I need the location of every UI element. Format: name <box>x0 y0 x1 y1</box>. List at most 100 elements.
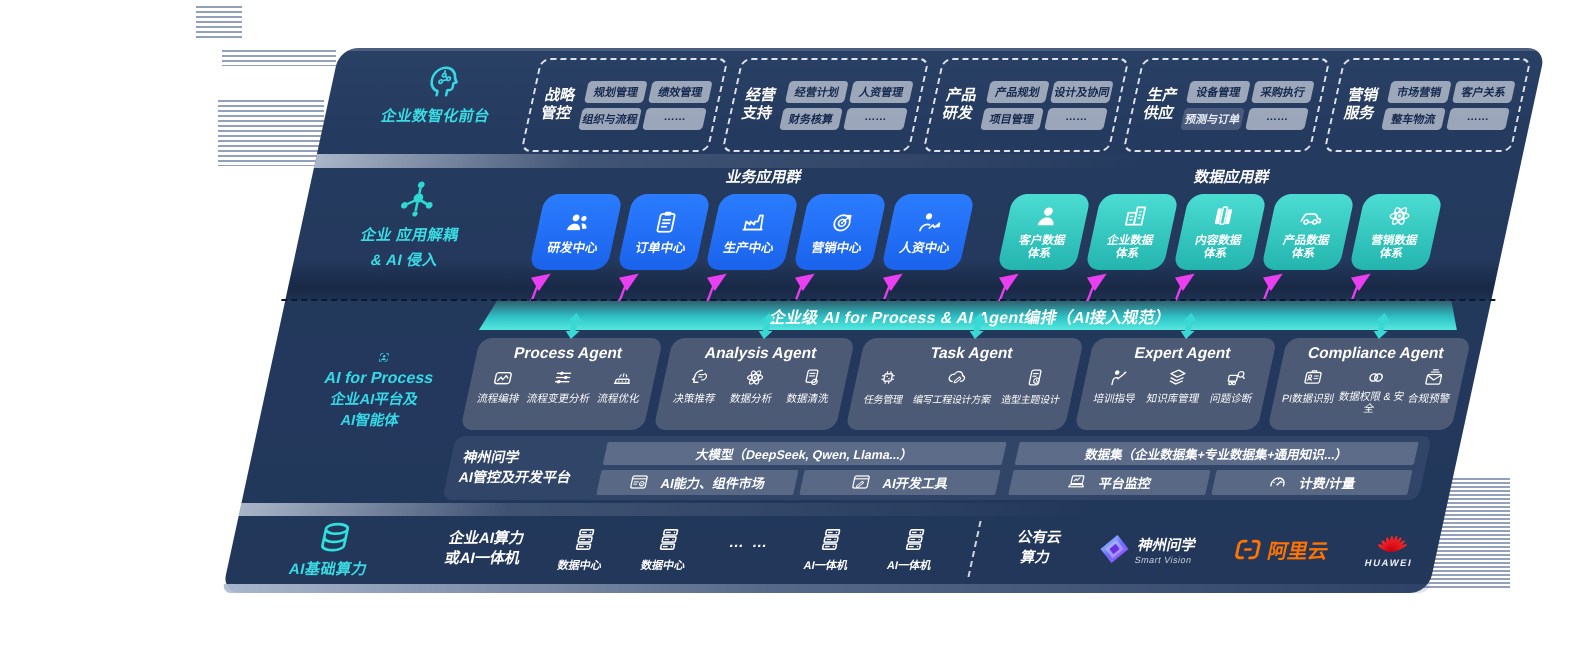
diamond-logo-icon <box>1095 533 1134 565</box>
chip-icon <box>875 367 901 388</box>
front-tag: 设计及协同 <box>1050 80 1115 103</box>
front-tag: 财务核算 <box>779 107 844 130</box>
group-title: 产品 研发 <box>940 87 979 122</box>
agent-item: 知识库管理 <box>1145 367 1206 406</box>
smartvision-logo: 神州问学 Smart Vision <box>1095 533 1199 565</box>
agent-item: 数据清洗 <box>785 367 835 406</box>
platform-row: 神州问学 AI管控及开发平台 大模型（DeepSeek, Qwen, Llama… <box>442 436 1432 500</box>
front-tag: 组织与流程 <box>578 107 643 130</box>
front-tag: 绩效管理 <box>648 80 713 103</box>
aliyun-logo: 阿里云 <box>1231 535 1331 564</box>
window-gear-icon <box>627 472 651 492</box>
tile-hr-center: 人资中心 <box>872 194 976 309</box>
model-bar: 大模型（DeepSeek, Qwen, Llama...） <box>602 441 1007 465</box>
rings-icon <box>1363 367 1389 388</box>
front-tag: 市场营销 <box>1387 80 1452 103</box>
front-layer-label: 企业数智化前台 <box>335 58 540 152</box>
front-tag: …… <box>843 107 908 130</box>
front-layer-title: 企业数智化前台 <box>379 108 492 125</box>
tile-rd-center: 研发中心 <box>520 194 624 309</box>
group-title: 营销 服务 <box>1342 87 1381 122</box>
front-tag: 采购执行 <box>1250 80 1315 103</box>
agent-item: PI数据识别 <box>1281 367 1341 406</box>
agent-item: 数据分析 <box>728 367 778 406</box>
front-tag: 设备管理 <box>1186 80 1251 103</box>
front-group-supply: 生产 供应 设备管理 采购执行 预测与订单 …… <box>1122 58 1331 152</box>
datacenter-node: 数据中心 <box>556 526 610 573</box>
window-pen-icon <box>849 472 873 492</box>
analysis-agent-card: Analysis Agent 决策推荐 数据分析 数据清洗 <box>652 338 856 430</box>
tile-production-center: 生产中心 <box>696 194 800 309</box>
ellipsis-text: … … <box>727 533 772 551</box>
front-group-product: 产品 研发 产品规划 设计及协同 项目管理 …… <box>921 58 1131 152</box>
flow-orchestration-icon <box>490 367 516 388</box>
agent-item: 培训指导 <box>1092 367 1142 406</box>
agent-item: 决策推荐 <box>672 367 722 406</box>
front-tag: …… <box>642 107 707 130</box>
atom-icon <box>1384 203 1416 229</box>
data-group-title: 数据应用群 <box>1192 169 1272 186</box>
agent-item: 任务管理 <box>862 367 909 406</box>
ai-appliance-node: AI一体机 <box>886 526 940 573</box>
ai-appliance-node: AI一体机 <box>802 526 856 573</box>
platform-label: 神州问学 AI管控及开发平台 <box>457 449 573 485</box>
tile-customer-data: 客户数据 体系 <box>988 194 1092 309</box>
id-card-icon <box>1300 367 1326 388</box>
gauge-icon <box>1266 472 1290 492</box>
process-agent-card: Process Agent 流程编排 流程变更分析 流程优化 <box>460 338 663 430</box>
user-icon <box>1032 203 1064 229</box>
boundary-dashed-line <box>281 299 1496 301</box>
tile-enterprise-data: 企业数据 体系 <box>1076 194 1180 309</box>
billing-metering-cell: 计费/计量 <box>1210 469 1413 495</box>
front-tag: 预测与订单 <box>1180 107 1245 130</box>
group-title: 战略 管控 <box>539 87 577 122</box>
team-icon <box>562 209 594 235</box>
tile-content-data: 内容数据 体系 <box>1164 194 1268 309</box>
front-group-marketing: 营销 服务 市场营销 客户关系 整车物流 …… <box>1323 58 1532 152</box>
library-icon <box>1208 203 1240 229</box>
agent-item: 造型主题设计 <box>1000 367 1067 406</box>
infra-row: AI基础算力 企业AI算力 或AI一体机 数据中心 数据中心 … … AI一体机 <box>242 514 1431 584</box>
task-agent-card: Task Agent 任务管理 编写工程设计方案 造型主题设计 <box>845 338 1085 430</box>
laptop-chart-icon <box>1065 472 1089 492</box>
group-title: 经营 支持 <box>740 87 778 122</box>
huawei-logo: HUAWEI <box>1364 530 1420 569</box>
diagnose-icon <box>1223 367 1249 388</box>
data-clean-icon <box>799 367 825 388</box>
brain-icon <box>420 62 466 100</box>
database-icon <box>313 519 357 555</box>
agent-item: 流程优化 <box>596 367 646 406</box>
platform-monitor-cell: 平台监控 <box>1008 469 1211 495</box>
optimize-icon <box>610 367 636 388</box>
scan-person-icon <box>364 352 402 363</box>
datacenter-node: 数据中心 <box>639 526 693 573</box>
model-block: 大模型（DeepSeek, Qwen, Llama...） AI能力、组件市场 … <box>596 441 1007 495</box>
front-groups: 战略 管控 规划管理 绩效管理 组织与流程 …… 经营 支持 经营计划 人资管理 财… <box>520 58 1532 152</box>
front-group-operation: 经营 支持 经营计划 人资管理 财务核算 …… <box>721 58 930 152</box>
front-tag: 人资管理 <box>849 80 914 103</box>
agent-item: 数据权限 & 安全 <box>1333 367 1411 415</box>
agent-layer-row: AI for Process 企业AI平台及 AI智能体 Process Age… <box>275 338 1472 430</box>
app-layer-label: 企业 应用解耦 & AI 侵入 <box>302 166 517 306</box>
ai-dev-tools-cell: AI开发工具 <box>798 469 1001 495</box>
decision-head-icon <box>686 367 712 388</box>
cloud-pen-icon <box>944 367 970 388</box>
agent-item: 问题诊断 <box>1208 367 1258 406</box>
dataset-block: 数据集（企业数据集+专业数据集+通用知识...） 平台监控 计费/计量 <box>1008 441 1419 495</box>
server-icon <box>569 526 602 553</box>
clipboard-icon <box>650 209 682 235</box>
enterprise-compute-text: 企业AI算力 或AI一体机 <box>442 529 527 567</box>
public-cloud-text: 公有云 算力 <box>1015 530 1063 566</box>
server-icon <box>815 526 848 553</box>
tile-marketing-data: 营销数据 体系 <box>1340 194 1444 309</box>
agent-item: 流程变更分析 <box>525 367 596 406</box>
front-tag: 整车物流 <box>1381 107 1446 130</box>
hr-icon <box>914 209 946 235</box>
front-layer-row: 企业数智化前台 战略 管控 规划管理 绩效管理 组织与流程 …… 经营 支持 经营计… <box>335 58 1532 152</box>
pinstripe-decor <box>222 50 336 66</box>
server-icon <box>652 526 685 553</box>
business-app-group: 业务应用群 研发中心 订单中心 <box>520 166 981 309</box>
front-tag: 产品规划 <box>985 80 1050 103</box>
dashed-divider <box>967 521 983 577</box>
front-tag: 项目管理 <box>979 107 1044 130</box>
